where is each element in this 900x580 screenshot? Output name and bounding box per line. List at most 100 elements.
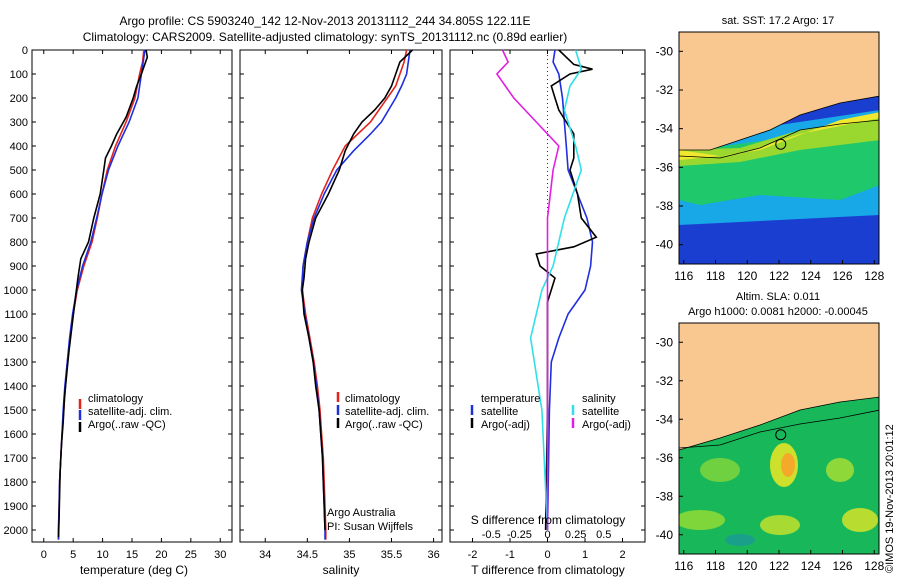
difference-legend: temperature satellite Argo(-adj) salinit… bbox=[470, 393, 631, 431]
lon-tick-label: 118 bbox=[706, 559, 725, 573]
legend-title-temperature: temperature bbox=[481, 393, 540, 405]
salinity-diff-tick-label: 0.5 bbox=[596, 529, 611, 541]
salinity-diff-tick-label: -0.25 bbox=[507, 529, 532, 541]
lon-tick-label: 126 bbox=[832, 559, 852, 573]
lon-tick-label: 126 bbox=[832, 269, 852, 283]
x-tick-label: 20 bbox=[155, 549, 167, 561]
salinity-x-axis: 34 34.5 35 35.5 36 bbox=[259, 50, 440, 561]
lon-tick-label: 120 bbox=[737, 559, 757, 573]
sst-map-panel: sat. SST: 17.2 Argo: 17 -30-32-34-36-38-… bbox=[656, 15, 885, 283]
difference-xlabel: T difference from climatology bbox=[471, 563, 625, 577]
sst-band-yellow bbox=[679, 112, 879, 160]
salinity-axes-box bbox=[239, 49, 443, 543]
depth-axis: 0 100 200 300 400 500 600 700 800 900 1000 1100 1200… bbox=[4, 45, 232, 537]
sla-patch bbox=[842, 508, 878, 532]
depth-tick-label: 400 bbox=[10, 141, 28, 153]
legend-label-sal-argo: Argo(-adj) bbox=[582, 419, 631, 431]
lat-tick-label: -38 bbox=[656, 199, 674, 213]
x-tick-label: 35.5 bbox=[381, 549, 402, 561]
depth-tick-label: 200 bbox=[10, 93, 28, 105]
depth-tick-label: 1700 bbox=[4, 453, 28, 465]
legend-label-argo: Argo(..raw -QC) bbox=[88, 419, 166, 431]
sla-patch-high bbox=[781, 453, 795, 477]
salinity-diff-tick-label: 0.25 bbox=[565, 529, 586, 541]
salinity-depth-ticks bbox=[240, 49, 442, 531]
annotation-pi: PI: Susan Wijffels bbox=[327, 521, 413, 533]
legend-label-climatology: climatology bbox=[345, 393, 401, 405]
series-line-salinity-satellite bbox=[529, 49, 583, 531]
legend-title-salinity: salinity bbox=[582, 393, 616, 405]
x-tick-label: 25 bbox=[185, 549, 197, 561]
temperature-panel: 0100200300400500600700800900100011001200… bbox=[4, 45, 233, 577]
x-tick-label: 15 bbox=[126, 549, 138, 561]
lat-tick-label: -40 bbox=[656, 528, 674, 542]
lat-tick-label: -32 bbox=[656, 83, 674, 97]
series-line-climatology bbox=[301, 49, 408, 540]
difference-xlabel-top: S difference from climatology bbox=[471, 513, 626, 527]
legend-label-argo: Argo(..raw -QC) bbox=[345, 419, 423, 431]
x-tick-label: 30 bbox=[214, 549, 226, 561]
sst-lat-axis: -30 -32 -34 -36 -38 -40 bbox=[656, 44, 683, 252]
x-tick-label: -1 bbox=[505, 549, 515, 561]
depth-tick-label: 1100 bbox=[4, 309, 28, 321]
temperature-lines bbox=[57, 49, 149, 540]
depth-tick-label: 300 bbox=[10, 117, 28, 129]
x-tick-label: 5 bbox=[70, 549, 76, 561]
header-line2: Climatology: CARS2009. Satellite-adjuste… bbox=[83, 30, 567, 44]
temperature-x-axis: 0 5 10 15 20 25 30 bbox=[41, 50, 226, 561]
lat-tick-label: -30 bbox=[656, 44, 674, 58]
depth-tick-label: 1500 bbox=[4, 405, 28, 417]
depth-tick-label: 1400 bbox=[4, 381, 28, 393]
depth-tick-label: 900 bbox=[10, 261, 28, 273]
depth-tick-label: 500 bbox=[10, 165, 28, 177]
lat-tick-label: -34 bbox=[656, 122, 674, 136]
sla-map-title1: Altim. SLA: 0.011 bbox=[736, 291, 820, 303]
depth-tick-label: 1000 bbox=[4, 285, 28, 297]
sst-lon-axis: 116 118 120 122 124 126 128 bbox=[674, 260, 885, 283]
sla-lat-axis: -30 -32 -34 -36 -38 -40 bbox=[656, 335, 683, 542]
sla-patch-low bbox=[725, 534, 755, 546]
sla-coastline bbox=[679, 396, 879, 451]
salinity-legend: climatology satellite-adj. clim. Argo(..… bbox=[336, 392, 429, 431]
series-line-argo-raw-qc- bbox=[301, 49, 414, 531]
x-tick-label: -2 bbox=[468, 549, 478, 561]
depth-tick-label: 600 bbox=[10, 189, 28, 201]
lon-tick-label: 128 bbox=[864, 559, 884, 573]
lat-tick-label: -36 bbox=[656, 160, 674, 174]
lon-tick-label: 122 bbox=[769, 269, 789, 283]
difference-lines bbox=[495, 49, 598, 531]
x-tick-label: 0 bbox=[544, 549, 550, 561]
series-line-climatology bbox=[57, 49, 145, 540]
legend-label-temp-argo: Argo(-adj) bbox=[481, 419, 530, 431]
lon-tick-label: 120 bbox=[737, 269, 757, 283]
sla-lon-axis: 116 118 120 122 124 126 128 bbox=[674, 550, 885, 573]
lon-tick-label: 116 bbox=[674, 269, 693, 283]
lon-tick-label: 128 bbox=[864, 269, 884, 283]
lat-tick-label: -40 bbox=[656, 238, 674, 252]
x-tick-label: 35 bbox=[343, 549, 355, 561]
difference-depth-ticks bbox=[450, 49, 645, 531]
header-line1: Argo profile: CS 5903240_142 12-Nov-2013… bbox=[120, 14, 531, 28]
x-tick-label: 34 bbox=[259, 549, 271, 561]
depth-tick-label: 1900 bbox=[4, 501, 28, 513]
lat-tick-label: -30 bbox=[656, 335, 674, 349]
salinity-diff-tick-label: 0 bbox=[544, 529, 550, 541]
series-line-temperature-argo-adj- bbox=[535, 49, 598, 531]
sst-land bbox=[679, 32, 879, 150]
legend-label-climatology: climatology bbox=[88, 393, 144, 405]
lon-tick-label: 124 bbox=[801, 269, 821, 283]
depth-tick-label: 1300 bbox=[4, 357, 28, 369]
lat-tick-label: -34 bbox=[656, 412, 674, 426]
annotation-argo-australia: Argo Australia bbox=[327, 507, 396, 519]
sla-patch bbox=[826, 458, 854, 482]
legend-label-temp-satellite: satellite bbox=[481, 406, 518, 418]
salinity-xlabel: salinity bbox=[323, 563, 360, 577]
series-line-temperature-satellite bbox=[546, 49, 594, 531]
temperature-axes-box bbox=[31, 49, 233, 543]
sst-coastline bbox=[679, 95, 879, 151]
depth-tick-label: 800 bbox=[10, 237, 28, 249]
series-line-argo-raw-qc- bbox=[57, 49, 149, 538]
temperature-legend: climatology satellite-adj. clim. Argo(..… bbox=[78, 393, 172, 432]
lat-tick-label: -36 bbox=[656, 451, 674, 465]
